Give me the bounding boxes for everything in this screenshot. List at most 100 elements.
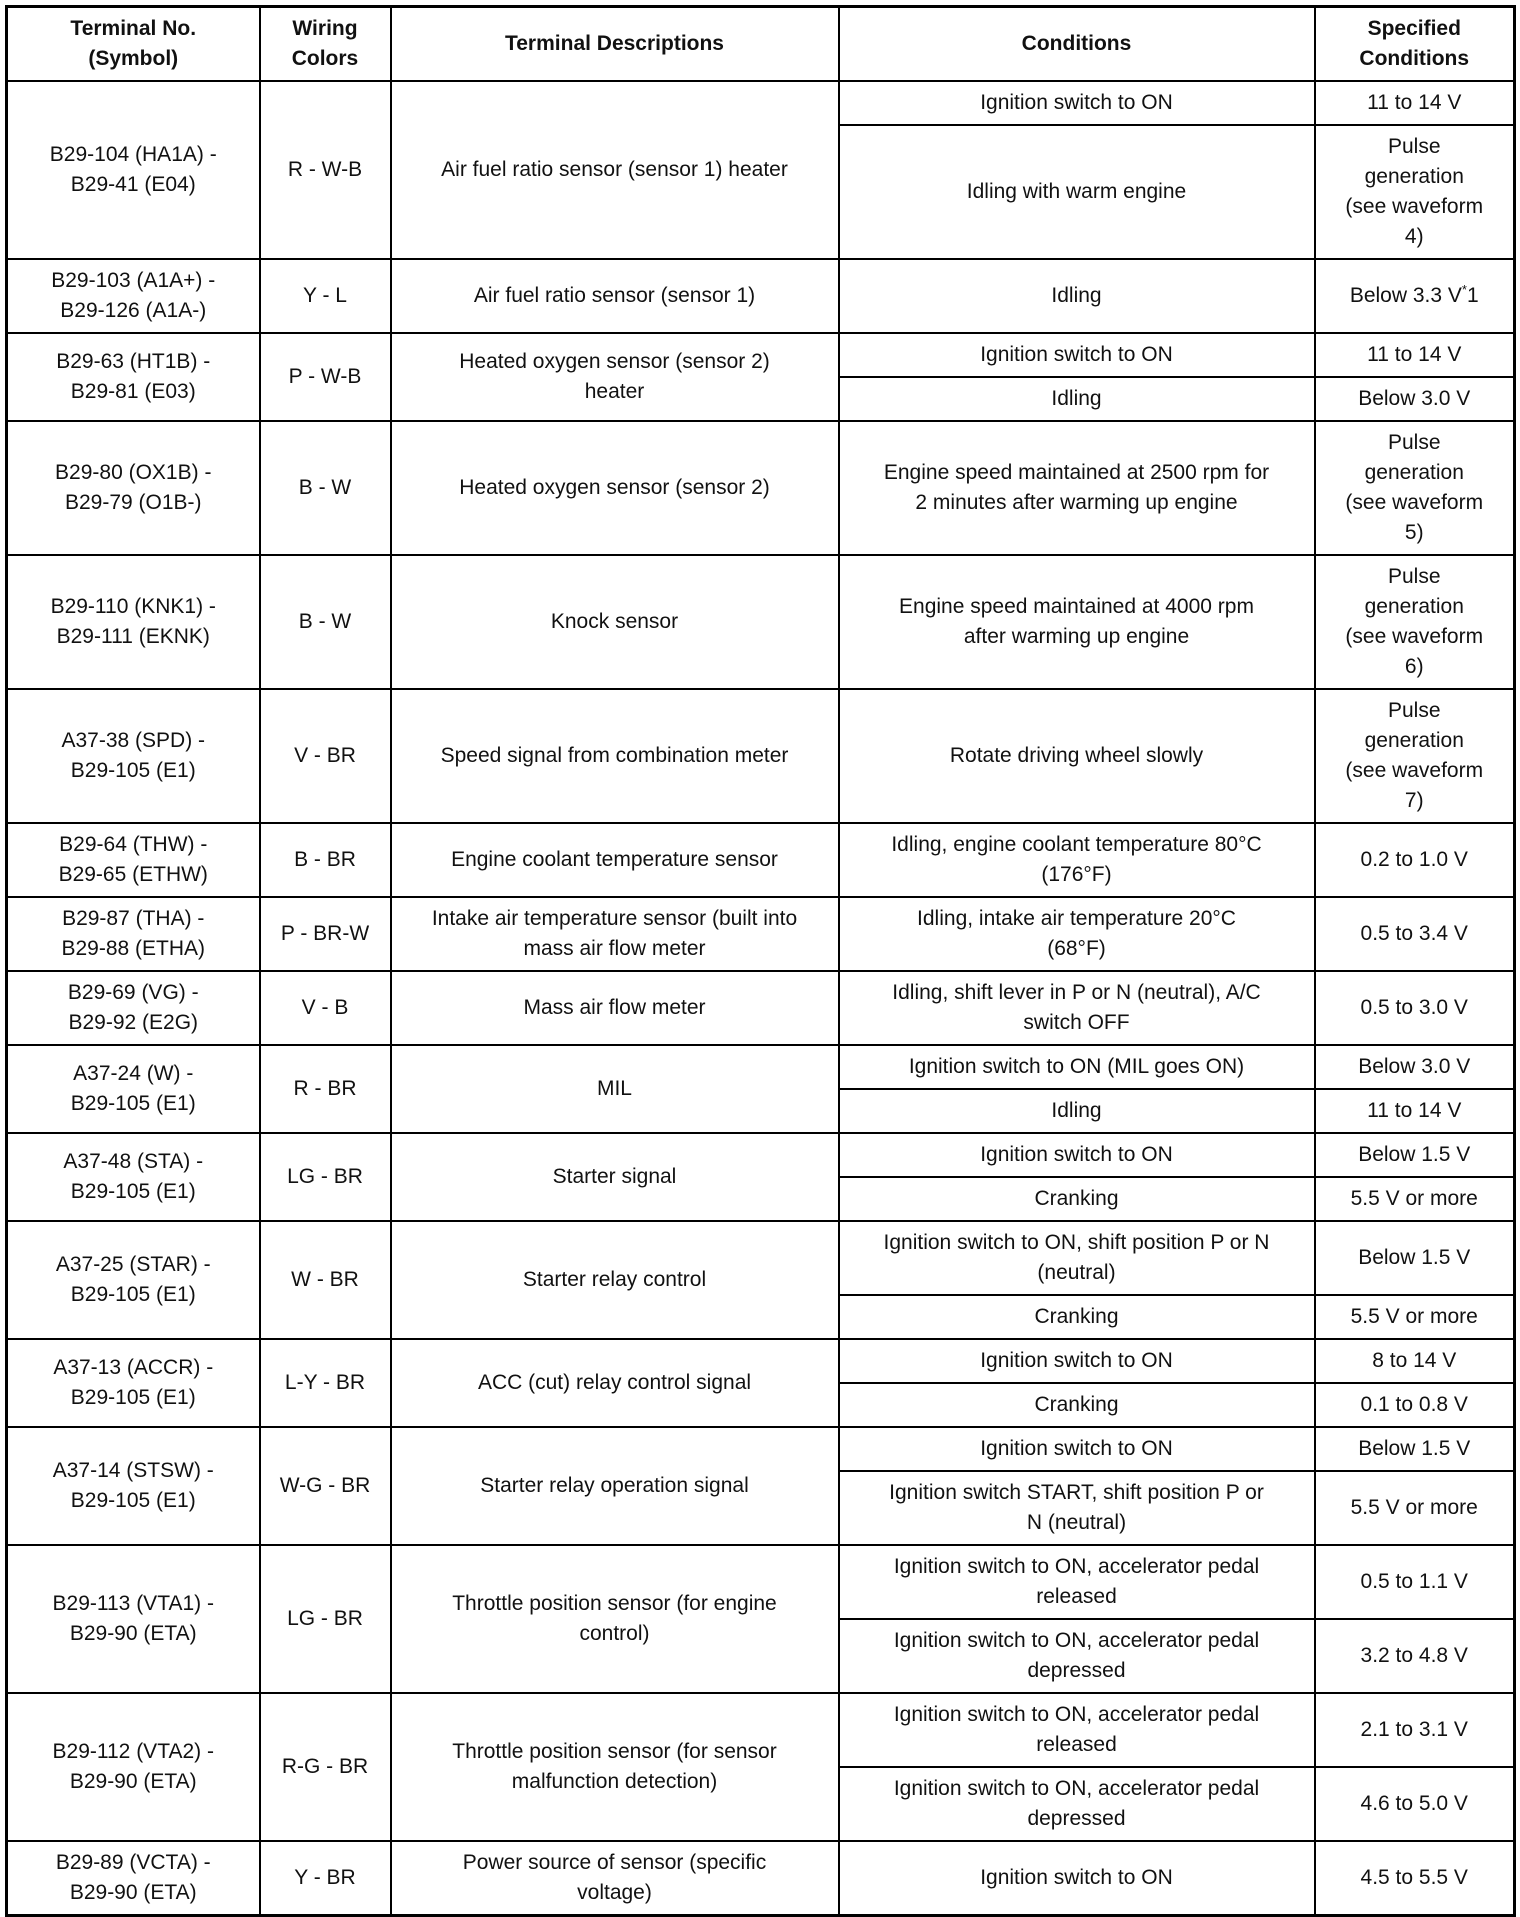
terminal-description-cell: Air fuel ratio sensor (sensor 1) heater <box>389 80 840 260</box>
table-row: A37-38 (SPD) - B29-105 (E1) V - BR Speed s… <box>5 688 1516 824</box>
specified-condition-cell: 5.5 V or more <box>1313 1176 1516 1222</box>
specified-condition-cell: 0.1 to 0.8 V <box>1313 1382 1516 1428</box>
wiring-colors-cell: L-Y - BR <box>258 1338 392 1428</box>
terminal-no-cell: A37-13 (ACCR) - B29-105 (E1) <box>5 1338 261 1428</box>
terminal-no-cell: B29-69 (VG) - B29-92 (E2G) <box>5 970 261 1046</box>
terminal-no-cell: A37-48 (STA) - B29-105 (E1) <box>5 1132 261 1222</box>
table-row: Cranking 5.5 V or more <box>7 1294 1516 1340</box>
specified-condition-cell: 2.1 to 3.1 V <box>1313 1692 1516 1768</box>
specified-condition-cell: 11 to 14 V <box>1313 80 1516 126</box>
header-row: Terminal No. (Symbol) Wiring Colors Term… <box>5 5 1516 82</box>
condition-cell: Cranking <box>837 1382 1316 1428</box>
terminal-description-cell: Power source of sensor (specific voltage… <box>389 1840 840 1917</box>
header-wiring-colors: Wiring Colors <box>258 5 392 82</box>
terminal-description-cell: Throttle position sensor (for engine con… <box>389 1544 840 1694</box>
wiring-colors-cell: R - BR <box>258 1044 392 1134</box>
specified-condition-cell: 3.2 to 4.8 V <box>1313 1618 1516 1694</box>
terminal-no-cell: B29-63 (HT1B) - B29-81 (E03) <box>5 332 261 422</box>
terminal-no-cell: A37-14 (STSW) - B29-105 (E1) <box>5 1426 261 1546</box>
table-row: Cranking 5.5 V or more <box>7 1176 1516 1222</box>
condition-cell: Cranking <box>837 1176 1316 1222</box>
table-row: A37-14 (STSW) - B29-105 (E1) W-G - BR Star… <box>5 1426 1516 1546</box>
condition-cell: Idling, shift lever in P or N (neutral),… <box>837 970 1316 1046</box>
terminal-no-cell: B29-104 (HA1A) - B29-41 (E04) <box>5 80 261 260</box>
terminal-description-cell: Heated oxygen sensor (sensor 2) heater <box>389 332 840 422</box>
wiring-colors-cell: W - BR <box>258 1220 392 1340</box>
specified-condition-cell: 4.6 to 5.0 V <box>1313 1766 1516 1842</box>
header-specified-conditions: Specified Conditions <box>1313 5 1516 82</box>
condition-cell: Cranking <box>837 1294 1316 1340</box>
specified-condition-cell: 8 to 14 V <box>1313 1338 1516 1384</box>
specified-condition-cell: 11 to 14 V <box>1313 332 1516 378</box>
condition-cell: Idling <box>837 1088 1316 1134</box>
wiring-colors-cell: R - W-B <box>258 80 392 260</box>
specified-condition-cell: 5.5 V or more <box>1313 1470 1516 1546</box>
terminal-no-cell: A37-24 (W) - B29-105 (E1) <box>5 1044 261 1134</box>
terminal-description-cell: Engine coolant temperature sensor <box>389 822 840 898</box>
specified-condition-cell: Pulse generation (see waveform 4) <box>1313 124 1516 260</box>
table-row: Ignition switch START, shift position P … <box>7 1470 1516 1546</box>
wiring-colors-cell: Y - L <box>258 258 392 334</box>
specified-condition-cell: Pulse generation (see waveform 6) <box>1313 554 1516 690</box>
footnote-mark: * <box>1461 282 1467 297</box>
condition-cell: Idling <box>837 376 1316 422</box>
header-terminal-descriptions: Terminal Descriptions <box>389 5 840 82</box>
table-row: Idling Below 3.0 V <box>7 376 1516 422</box>
table-row: B29-80 (OX1B) - B29-79 (O1B-) B - W Heated… <box>5 420 1516 556</box>
terminal-no-cell: B29-64 (THW) - B29-65 (ETHW) <box>5 822 261 898</box>
table-row: B29-64 (THW) - B29-65 (ETHW) B - BR Engine… <box>5 822 1516 898</box>
terminal-no-cell: A37-38 (SPD) - B29-105 (E1) <box>5 688 261 824</box>
specified-condition-cell: Below 3.0 V <box>1313 1044 1516 1090</box>
specified-condition-cell: Below 3.0 V <box>1313 376 1516 422</box>
condition-cell: Idling with warm engine <box>837 124 1316 260</box>
terminal-description-cell: Intake air temperature sensor (built int… <box>389 896 840 972</box>
terminal-description-cell: Heated oxygen sensor (sensor 2) <box>389 420 840 556</box>
terminal-description-cell: ACC (cut) relay control signal <box>389 1338 840 1428</box>
table-row: Ignition switch to ON, accelerator pedal… <box>7 1766 1516 1842</box>
table-row: A37-24 (W) - B29-105 (E1) R - BR MIL Igniti… <box>5 1044 1516 1134</box>
terminal-no-cell: B29-113 (VTA1) - B29-90 (ETA) <box>5 1544 261 1694</box>
specified-condition-cell: Below 1.5 V <box>1313 1426 1516 1472</box>
condition-cell: Ignition switch to ON <box>837 1426 1316 1472</box>
condition-cell: Idling, intake air temperature 20°C (68°… <box>837 896 1316 972</box>
table-row: B29-87 (THA) - B29-88 (ETHA) P - BR-W Inta… <box>5 896 1516 972</box>
terminal-description-cell: Speed signal from combination meter <box>389 688 840 824</box>
terminal-description-cell: Starter relay control <box>389 1220 840 1340</box>
terminal-specification-table: Terminal No. (Symbol) Wiring Colors Term… <box>5 5 1516 1917</box>
terminal-description-cell: Knock sensor <box>389 554 840 690</box>
table-row: Idling 11 to 14 V <box>7 1088 1516 1134</box>
condition-cell: Engine speed maintained at 2500 rpm for … <box>837 420 1316 556</box>
condition-cell: Ignition switch to ON <box>837 1840 1316 1917</box>
terminal-description-cell: Starter relay operation signal <box>389 1426 840 1546</box>
condition-cell: Ignition switch to ON, shift position P … <box>837 1220 1316 1296</box>
header-terminal-no: Terminal No. (Symbol) <box>5 5 261 82</box>
specified-condition-cell: 5.5 V or more <box>1313 1294 1516 1340</box>
specified-condition-cell: 4.5 to 5.5 V <box>1313 1840 1516 1917</box>
table-row: B29-112 (VTA2) - B29-90 (ETA) R-G - BR Thr… <box>5 1692 1516 1842</box>
specified-condition-cell: 11 to 14 V <box>1313 1088 1516 1134</box>
condition-cell: Ignition switch to ON <box>837 1132 1316 1178</box>
condition-cell: Rotate driving wheel slowly <box>837 688 1316 824</box>
condition-cell: Ignition switch to ON, accelerator pedal… <box>837 1618 1316 1694</box>
terminal-description-cell: Mass air flow meter <box>389 970 840 1046</box>
terminal-description-cell: Starter signal <box>389 1132 840 1222</box>
specified-condition-cell: Pulse generation (see waveform 7) <box>1313 688 1516 824</box>
condition-cell: Idling <box>837 258 1316 334</box>
table-row: A37-13 (ACCR) - B29-105 (E1) L-Y - BR ACC … <box>5 1338 1516 1428</box>
table-row: B29-63 (HT1B) - B29-81 (E03) P - W-B Heate… <box>5 332 1516 422</box>
table-row: Idling with warm engine Pulse generation … <box>7 124 1516 260</box>
table-row: Cranking 0.1 to 0.8 V <box>7 1382 1516 1428</box>
condition-cell: Ignition switch to ON <box>837 80 1316 126</box>
specified-condition-cell: 0.5 to 3.4 V <box>1313 896 1516 972</box>
wiring-colors-cell: P - W-B <box>258 332 392 422</box>
table-row: A37-25 (STAR) - B29-105 (E1) W - BR Starte… <box>5 1220 1516 1340</box>
specified-condition-cell: Pulse generation (see waveform 5) <box>1313 420 1516 556</box>
wiring-colors-cell: Y - BR <box>258 1840 392 1917</box>
terminal-no-cell: B29-80 (OX1B) - B29-79 (O1B-) <box>5 420 261 556</box>
specified-condition-cell: 0.5 to 3.0 V <box>1313 970 1516 1046</box>
condition-cell: Idling, engine coolant temperature 80°C … <box>837 822 1316 898</box>
table-row: Ignition switch to ON, accelerator pedal… <box>7 1618 1516 1694</box>
condition-cell: Ignition switch to ON <box>837 332 1316 378</box>
table-row: B29-113 (VTA1) - B29-90 (ETA) LG - BR Thro… <box>5 1544 1516 1694</box>
terminal-no-cell: B29-89 (VCTA) - B29-90 (ETA) <box>5 1840 261 1917</box>
